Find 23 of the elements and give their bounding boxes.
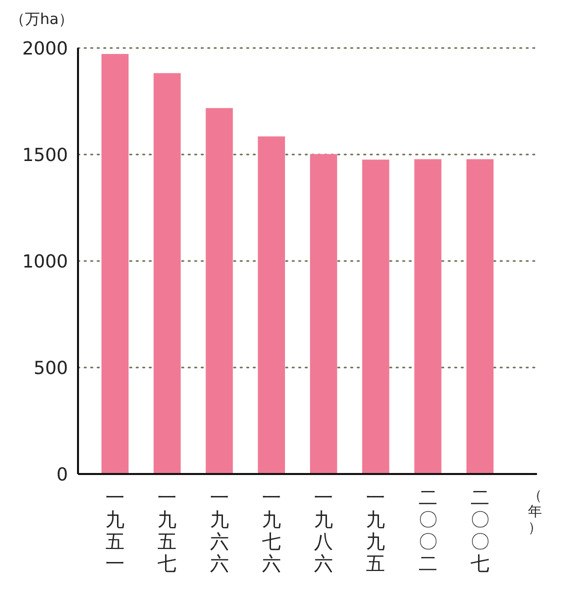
x-tick-label: 一九六六: [210, 487, 229, 575]
y-tick-label: 500: [34, 358, 68, 379]
x-tick-label: 二〇〇二: [418, 487, 438, 575]
bar: [362, 160, 390, 474]
x-tick-label: 一九八六: [314, 487, 334, 575]
y-tick-label: 1500: [22, 144, 68, 166]
bar: [206, 108, 233, 474]
x-tick-label: 一九五一: [106, 487, 125, 575]
y-tick-label: 0: [56, 464, 68, 486]
y-axis-title: （万ha）: [10, 10, 74, 28]
y-tick-label: 2000: [22, 38, 68, 60]
bar: [414, 159, 442, 474]
bar: [310, 154, 338, 474]
x-axis-title: （年）: [528, 488, 542, 536]
bar: [154, 73, 181, 474]
x-tick-label: 一九九五: [366, 487, 386, 575]
bar: [258, 136, 285, 474]
x-tick-label: 一九五七: [158, 487, 177, 575]
bar: [466, 159, 494, 474]
y-tick-label: 1000: [22, 251, 68, 272]
bar: [101, 54, 129, 474]
x-tick-label: 一九七六: [262, 487, 281, 575]
x-tick-label: 二〇〇七: [470, 487, 490, 575]
